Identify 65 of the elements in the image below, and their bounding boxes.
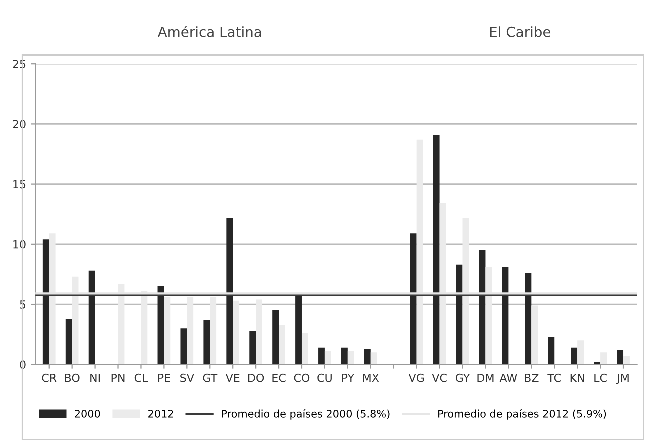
bar: [204, 320, 210, 365]
bar: [233, 300, 240, 365]
x-tick-label: EC: [272, 374, 286, 382]
x-tick-label: VG: [408, 374, 424, 382]
bar: [456, 264, 463, 365]
legend-label: Promedio de países 2012 (5.9%): [438, 409, 606, 420]
x-tick-label: SV: [180, 374, 194, 382]
bar: [548, 337, 555, 365]
x-tick-label: PY: [342, 374, 355, 382]
x-tick-label: DO: [248, 374, 264, 382]
bar: [624, 356, 630, 365]
bar: [88, 270, 96, 365]
legend-label: 2012: [148, 410, 174, 418]
bar: [180, 328, 188, 365]
x-tick-label: MX: [363, 374, 380, 382]
bar: [578, 340, 584, 365]
x-tick-label: GY: [456, 374, 470, 382]
x-tick-label: TC: [548, 374, 561, 382]
bar: [42, 240, 50, 365]
x-tick-label: BO: [65, 374, 80, 382]
bar: [617, 350, 624, 365]
bar: [250, 330, 256, 365]
bar: [256, 300, 262, 365]
legend-label: 2000: [75, 410, 100, 418]
x-tick-label: AW: [500, 374, 518, 382]
text: América Latina: [158, 26, 262, 38]
bar: [341, 348, 348, 365]
bar: [318, 348, 325, 365]
bar: [210, 297, 217, 365]
bar: [479, 250, 486, 365]
bar: [364, 349, 371, 365]
x-tick-label: CO: [294, 374, 310, 382]
bar: [302, 333, 308, 365]
x-tick-label: CU: [318, 374, 332, 382]
x-tick-label: PE: [158, 374, 170, 382]
x-tick-label: VC: [432, 374, 447, 382]
bar: [525, 273, 532, 365]
x-tick-label: VE: [226, 374, 240, 382]
bar: [600, 352, 607, 365]
legend-label: Promedio de países 2000 (5.8%): [222, 409, 390, 420]
x-tick-label: PN: [112, 374, 125, 382]
x-tick-label: CL: [134, 374, 148, 382]
x-tick-label: NI: [90, 374, 100, 382]
text: El Caribe: [490, 26, 551, 38]
bar: [433, 135, 440, 365]
bar: [571, 348, 578, 365]
bar: [226, 218, 234, 365]
bar: [348, 351, 354, 365]
bar: [272, 310, 280, 365]
bar: [324, 351, 332, 365]
bar: [532, 306, 538, 365]
x-tick-label: DM: [478, 374, 494, 382]
x-tick-label: GT: [203, 374, 218, 382]
bar: [370, 352, 378, 365]
x-tick-label: BZ: [525, 374, 539, 382]
x-tick-label: CR: [42, 374, 57, 382]
bar: [66, 318, 72, 365]
x-tick-label: LC: [594, 374, 607, 382]
bar: [187, 297, 194, 365]
bar: [164, 297, 171, 365]
bar: [410, 234, 417, 365]
bar: [279, 324, 286, 365]
x-tick-label: JM: [616, 374, 629, 384]
x-tick-label: KN: [570, 374, 584, 382]
bar: [296, 294, 302, 365]
